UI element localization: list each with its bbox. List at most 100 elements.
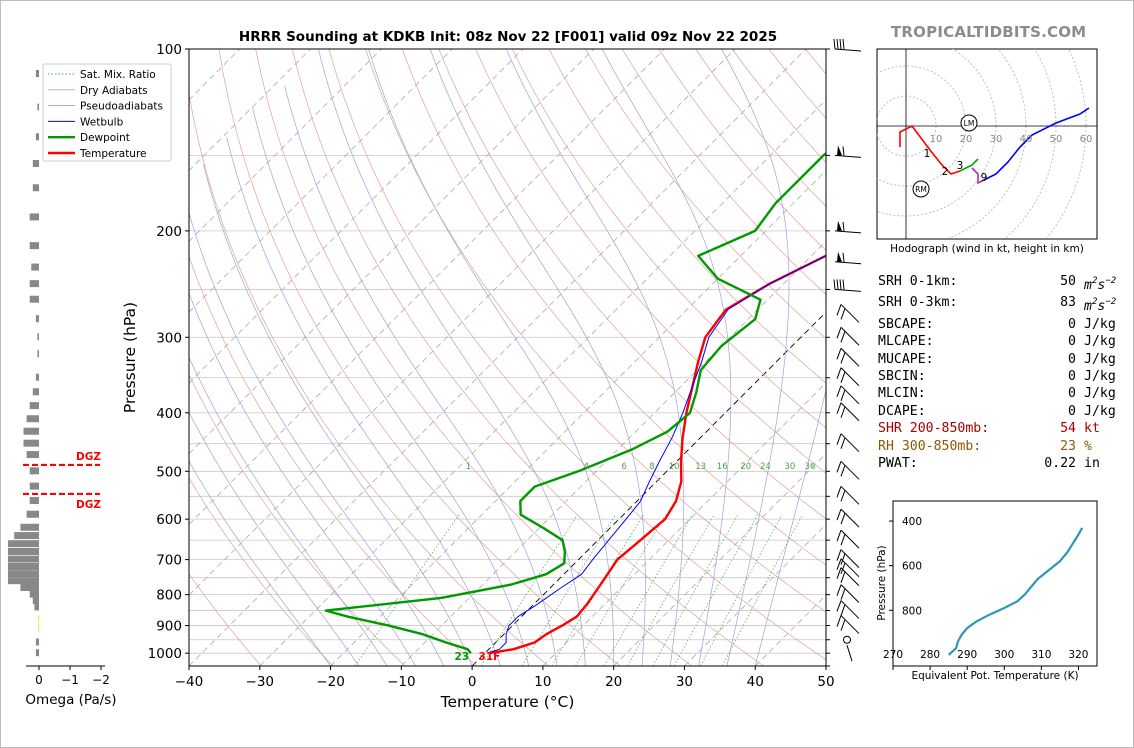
barb-feather — [840, 512, 846, 525]
wind-barb — [836, 615, 860, 634]
hodograph-ring-label: 10 — [930, 134, 943, 145]
barb-shaft — [840, 347, 860, 367]
omega-bar — [26, 451, 39, 459]
legend-entry: Pseudoadiabats — [80, 101, 163, 113]
barb-shaft — [834, 48, 862, 52]
omega-bar — [34, 603, 39, 611]
plot-clip — [189, 49, 826, 666]
barb-feather — [836, 549, 842, 561]
barb-feather — [836, 433, 842, 445]
barb-feather — [833, 38, 836, 50]
barb-feather — [840, 389, 846, 401]
y-tick-label: 200 — [156, 224, 182, 240]
mixing-ratio-line — [627, 514, 715, 666]
chart-title: HRRR Sounding at KDKB Init: 08z Nov 22 [… — [239, 29, 777, 45]
pseudoadiabat — [754, 388, 826, 666]
x-tick-label: −10 — [387, 674, 416, 690]
barb-shaft — [840, 402, 860, 422]
omega-bar — [29, 402, 39, 410]
barb-feather — [836, 304, 842, 316]
param-unit: m2s−2 — [1084, 297, 1117, 315]
wind-barb — [836, 558, 860, 578]
theta-e-x-tick-label: 320 — [1068, 649, 1088, 661]
x-tick-label: 30 — [676, 674, 693, 690]
param-row: SBCIN: 0 J/kg — [878, 368, 1116, 385]
hodograph-ring-label: 40 — [1020, 134, 1033, 145]
param-value: 0 — [1068, 351, 1076, 367]
wind-barb — [836, 600, 860, 619]
barb-feather — [839, 38, 842, 50]
hodograph-height-label: 3 — [957, 160, 964, 172]
barb-shaft — [840, 615, 860, 634]
pseudoadiabat — [189, 460, 331, 666]
barb-feather — [842, 252, 845, 262]
wind-barb — [836, 433, 860, 453]
pseudoadiabat — [203, 163, 473, 666]
omega-bar — [8, 540, 39, 548]
barb-shaft — [840, 600, 860, 619]
mixing-ratio-line — [354, 514, 460, 666]
mixing-ratio-label: 16 — [717, 462, 728, 472]
x-tick-label: −40 — [175, 674, 204, 690]
dry-adiabat — [585, 49, 826, 340]
omega-bar — [23, 427, 39, 435]
omega-bar — [26, 510, 39, 518]
param-value: 0 — [1068, 369, 1076, 385]
legend-entry: Dewpoint — [80, 132, 130, 144]
dry-adiabat — [255, 49, 693, 666]
barb-feather — [840, 371, 846, 383]
omega-bar — [35, 133, 39, 141]
mixing-ratio-label: 20 — [740, 462, 751, 472]
y-tick-label: 100 — [156, 42, 182, 58]
dry-adiabat — [189, 255, 477, 666]
hodograph-ring-label: 50 — [1050, 134, 1063, 145]
barb-feather — [836, 461, 842, 473]
barb-shaft — [840, 485, 860, 505]
hodograph-trace — [983, 107, 1090, 181]
site-brand: TROPICALTIDBITS.COM — [891, 23, 1087, 41]
barb-feather — [840, 533, 846, 546]
param-value: 0 — [1068, 403, 1076, 419]
wind-barb — [836, 584, 860, 603]
x-tick-label: 20 — [605, 674, 622, 690]
wind-barb — [834, 220, 862, 234]
barb-feather — [840, 437, 846, 449]
omega-bar — [32, 159, 39, 167]
mixing-ratio-label: 1 — [466, 462, 471, 472]
storm-motion-label: RM — [915, 185, 927, 194]
omega-bar — [32, 388, 39, 396]
omega-bar — [20, 523, 39, 531]
x-axis-label: Temperature (°C) — [440, 693, 575, 711]
storm-motion-marker — [912, 180, 930, 198]
dry-adiabat — [328, 49, 826, 661]
legend-entry: Sat. Mix. Ratio — [80, 69, 156, 81]
omega-bar — [32, 597, 39, 605]
wind-barb — [836, 367, 860, 387]
y-tick-label: 500 — [156, 464, 182, 480]
mixing-ratio-line — [480, 514, 578, 666]
omega-bar — [29, 242, 39, 250]
mixing-ratio-line — [673, 514, 758, 666]
barb-feather — [836, 529, 842, 542]
barb-shaft — [846, 645, 853, 662]
param-unit: kt — [1084, 421, 1100, 437]
param-row: MUCAPE: 0 J/kg — [878, 351, 1116, 368]
omega-bar — [35, 70, 39, 78]
temperature-line — [488, 254, 826, 655]
barb-shaft — [840, 326, 860, 346]
barb-shaft — [834, 261, 862, 265]
barb-feather — [842, 146, 845, 156]
dry-adiabat — [189, 92, 549, 666]
isotherm — [542, 382, 826, 666]
x-tick-label: 10 — [534, 674, 551, 690]
skew-t-chart: 1 4 6 8 10 13 16 20 24 30 3631F2310020030040050060… — [42, 29, 862, 711]
barb-shaft — [840, 508, 860, 528]
param-value: 54 — [1060, 421, 1076, 437]
legend-entry: Dry Adiabats — [80, 85, 148, 97]
wind-barb — [833, 279, 862, 292]
param-value: 50 — [1060, 274, 1076, 289]
param-key: SRH 0-1km: — [878, 274, 958, 289]
barb-feather — [842, 279, 845, 290]
storm-motion-marker — [960, 114, 978, 132]
param-unit: m2s−2 — [1084, 276, 1117, 293]
